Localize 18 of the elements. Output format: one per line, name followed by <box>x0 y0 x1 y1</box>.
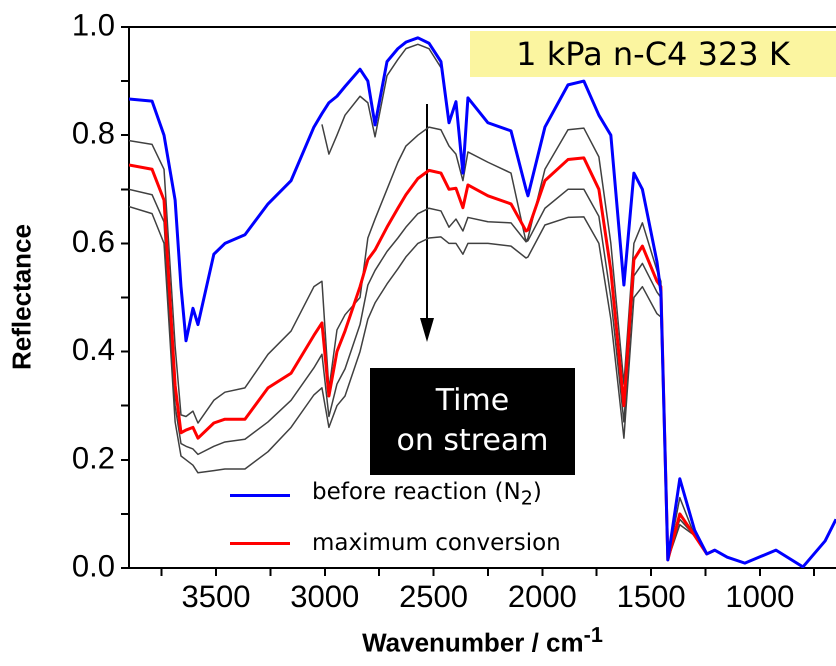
x-tick-label: 3500 <box>182 579 250 614</box>
legend-label: before reaction (N$_{2}$) <box>312 478 542 512</box>
annotation: Time on stream <box>370 368 575 475</box>
y-tick-label: 0.4 <box>72 332 115 368</box>
x-tick-label: 1000 <box>725 579 794 614</box>
x-tick-label: 2000 <box>508 579 577 614</box>
y-tick-label: 0.2 <box>72 440 115 476</box>
x-tick-label: 1500 <box>616 579 686 614</box>
x-tick-label: 3000 <box>290 579 360 614</box>
x-tick-label: 2500 <box>399 579 468 614</box>
y-tick-label: 0.6 <box>72 224 115 259</box>
y-axis-title: Reflectance <box>6 224 38 370</box>
x-axis-title: Wavenumber / cm$^{-1}$ <box>361 622 604 659</box>
annotation: 1 kPa n-C4 323 K <box>470 31 836 77</box>
y-tick-label: 1.0 <box>72 8 115 43</box>
y-tick-label: 0.8 <box>72 116 115 151</box>
y-tick-label: 0.0 <box>72 548 115 584</box>
legend-label: maximum conversion <box>312 528 561 558</box>
